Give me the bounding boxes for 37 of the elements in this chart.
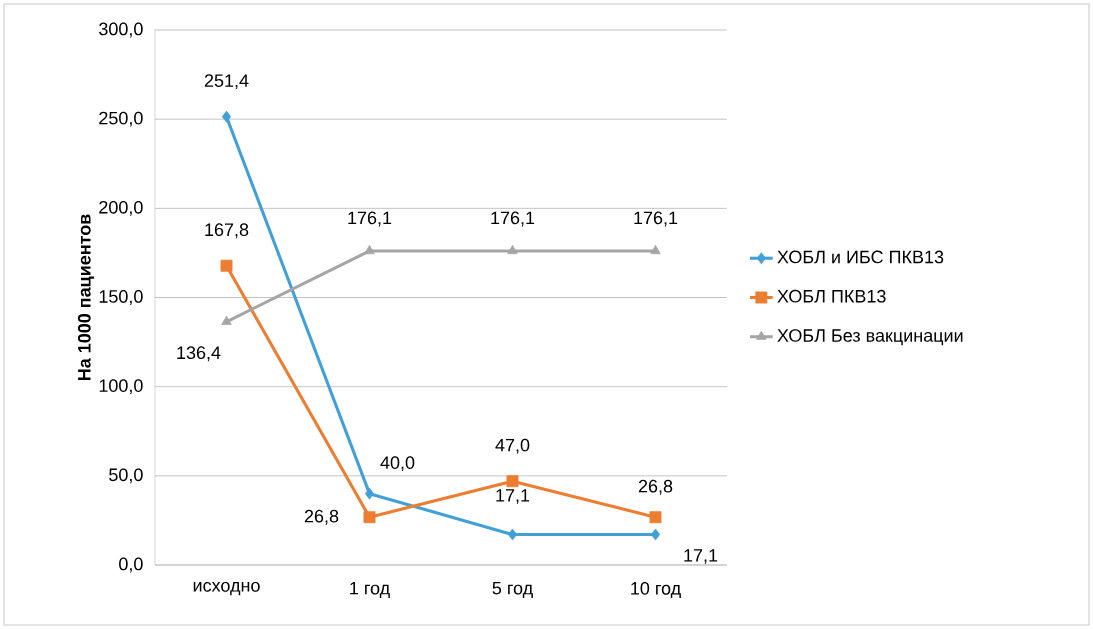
point	[363, 511, 376, 524]
data-label: 176,1	[491, 211, 535, 227]
point	[649, 511, 662, 524]
x-tick-label: 5 год	[492, 581, 533, 598]
y-tick-label: 300,0	[99, 22, 143, 38]
y-tick-label: 0,0	[119, 557, 143, 573]
data-label: 26,8	[638, 479, 673, 495]
data-label: 17,1	[684, 549, 718, 564]
point	[221, 315, 232, 325]
legend-label: ХОБЛ и ИБС ПКВ13	[777, 250, 944, 264]
y-tick-label: 200,0	[99, 200, 143, 216]
x-tick-label: исходно	[193, 581, 260, 596]
y-axis-title: На 1000 пациентов	[77, 214, 95, 381]
data-label: 176,1	[634, 211, 678, 227]
data-label: 17,1	[496, 489, 530, 504]
x-tick-label: 10 год	[631, 581, 681, 599]
y-tick-label: 150,0	[99, 290, 143, 305]
point	[220, 259, 233, 272]
point	[506, 475, 519, 488]
data-label: 26,8	[304, 509, 339, 525]
legend-label: ХОБЛ Без вакцинации	[777, 329, 963, 346]
data-label: 176,1	[348, 211, 392, 227]
data-label: 47,0	[495, 438, 530, 454]
y-tick-label: 100,0	[99, 379, 143, 395]
data-label: 136,4	[177, 346, 221, 362]
point	[221, 110, 232, 123]
data-label: 167,8	[205, 223, 249, 239]
y-tick-label: 50,0	[109, 468, 143, 484]
point	[650, 245, 661, 255]
point	[364, 487, 375, 500]
data-label: 40,0	[380, 456, 415, 472]
legend-label: ХОБЛ ПКВ13	[777, 289, 886, 303]
point	[364, 245, 375, 255]
y-tick-label: 250,0	[99, 111, 143, 127]
x-tick-label: 1 год	[350, 581, 390, 598]
point	[507, 245, 518, 255]
data-label: 251,4	[204, 74, 249, 90]
